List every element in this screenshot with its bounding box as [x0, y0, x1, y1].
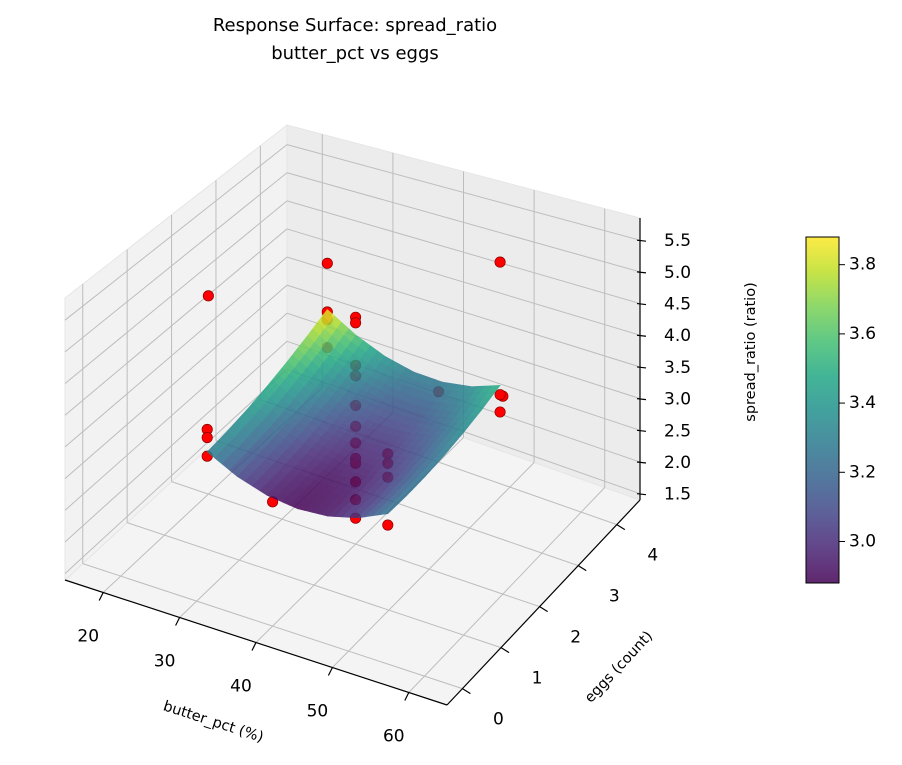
- x-axis-label: butter_pct (%): [161, 698, 265, 745]
- z-tick-label: 3.0: [664, 390, 691, 410]
- chart-subtitle: butter_pct vs eggs: [271, 43, 439, 64]
- z-tick-label: 4.0: [664, 326, 691, 346]
- z-tick-label: 3.5: [664, 358, 691, 378]
- x-tick-mark: [98, 592, 104, 601]
- gridline-z-left: [64, 228, 288, 416]
- gridline-z-back: [286, 228, 641, 336]
- z-tick-label: 5.0: [664, 263, 691, 283]
- x-tick-mark: [251, 642, 257, 651]
- x-tick-mark: [175, 617, 181, 626]
- colorbar-tick-label: 3.8: [849, 255, 876, 275]
- data-point: [382, 519, 394, 531]
- x-tick-label: 50: [307, 702, 329, 722]
- surface-patch: [379, 508, 394, 516]
- y-axis-label: eggs (count): [582, 628, 656, 706]
- y-tick-label: 4: [647, 546, 658, 566]
- z-tick-mark: [636, 334, 647, 337]
- colorbar-frame: [805, 236, 840, 584]
- gridline-z-back: [286, 200, 641, 305]
- z-tick-label: 1.5: [664, 485, 691, 505]
- z-tick-mark: [636, 429, 647, 432]
- x-tick-label: 60: [383, 727, 405, 747]
- z-tick-label: 5.5: [664, 231, 691, 251]
- y-tick-label: 3: [609, 587, 620, 607]
- gridline-z-left: [64, 172, 288, 353]
- y-tick-label: 1: [532, 669, 543, 689]
- data-point: [321, 257, 333, 269]
- y-tick-mark: [539, 606, 548, 613]
- z-axis-label: spread_ratio (ratio): [743, 282, 759, 421]
- gridline-z-back: [286, 144, 641, 241]
- gridline-z-left: [64, 340, 288, 543]
- y-tick-label: 2: [570, 628, 581, 648]
- gridline-x-floor: [332, 462, 535, 668]
- gridline-z-left: [64, 312, 288, 511]
- gridline-z-left: [64, 284, 288, 479]
- colorbar: 3.0 3.2 3.4 3.6 3.8: [805, 236, 876, 584]
- colorbar-tick-label: 3.4: [849, 393, 876, 413]
- data-point: [350, 317, 362, 329]
- gridline-z-left: [64, 369, 288, 575]
- gridline-z-back: [286, 284, 641, 400]
- tick-labels: 20 30 40 50 60 0 1 2 3 4 1.5 2.0 2.5 3.0 3.5 4.0 4.5 5.0 5…: [77, 231, 691, 746]
- data-point: [494, 406, 506, 418]
- data-point: [202, 290, 214, 302]
- z-tick-mark: [636, 366, 647, 369]
- y-tick-label: 0: [493, 710, 504, 730]
- z-tick-mark: [636, 398, 647, 401]
- z-tick-label: 2.5: [664, 421, 691, 441]
- z-tick-mark: [636, 271, 647, 274]
- y-tick-mark: [462, 688, 471, 695]
- gridline-z-left: [64, 144, 288, 321]
- z-tick-mark: [636, 461, 647, 464]
- y-tick-mark: [577, 565, 587, 572]
- gridline-y-floor: [82, 563, 463, 690]
- x-tick-mark: [404, 692, 410, 701]
- colorbar-tick-label: 3.2: [849, 462, 876, 482]
- y-tick-mark: [500, 647, 510, 654]
- colorbar-gradient: [806, 237, 839, 583]
- response-surface: [206, 309, 501, 519]
- data-point: [201, 431, 213, 444]
- gridline-y-floor: [171, 481, 540, 608]
- z-tick-label: 2.0: [664, 453, 691, 473]
- colorbar-tick-label: 3.0: [849, 531, 876, 551]
- colorbar-tick-label: 3.6: [849, 324, 876, 344]
- x-tick-label: 40: [230, 677, 252, 697]
- data-point: [494, 256, 506, 268]
- x-tick-label: 30: [154, 652, 176, 672]
- y-tick-mark: [616, 524, 626, 531]
- gridline-z-left: [64, 256, 288, 448]
- z-tick-mark: [636, 493, 647, 496]
- gridline-z-left: [64, 200, 288, 384]
- gridline-y-floor: [127, 522, 502, 649]
- gridline-x-floor: [408, 487, 606, 693]
- z-tick-label: 4.5: [664, 295, 691, 315]
- axis-lines: [64, 218, 647, 706]
- data-point: [494, 389, 506, 401]
- z-tick-mark: [636, 239, 647, 242]
- x-tick-mark: [327, 667, 333, 676]
- z-tick-mark: [636, 302, 647, 306]
- chart-title: Response Surface: spread_ratio: [213, 15, 497, 36]
- gridline-z-back: [286, 172, 641, 273]
- gridline-z-back: [286, 256, 641, 368]
- y-axis-line: [446, 499, 641, 706]
- x-tick-label: 20: [77, 627, 99, 647]
